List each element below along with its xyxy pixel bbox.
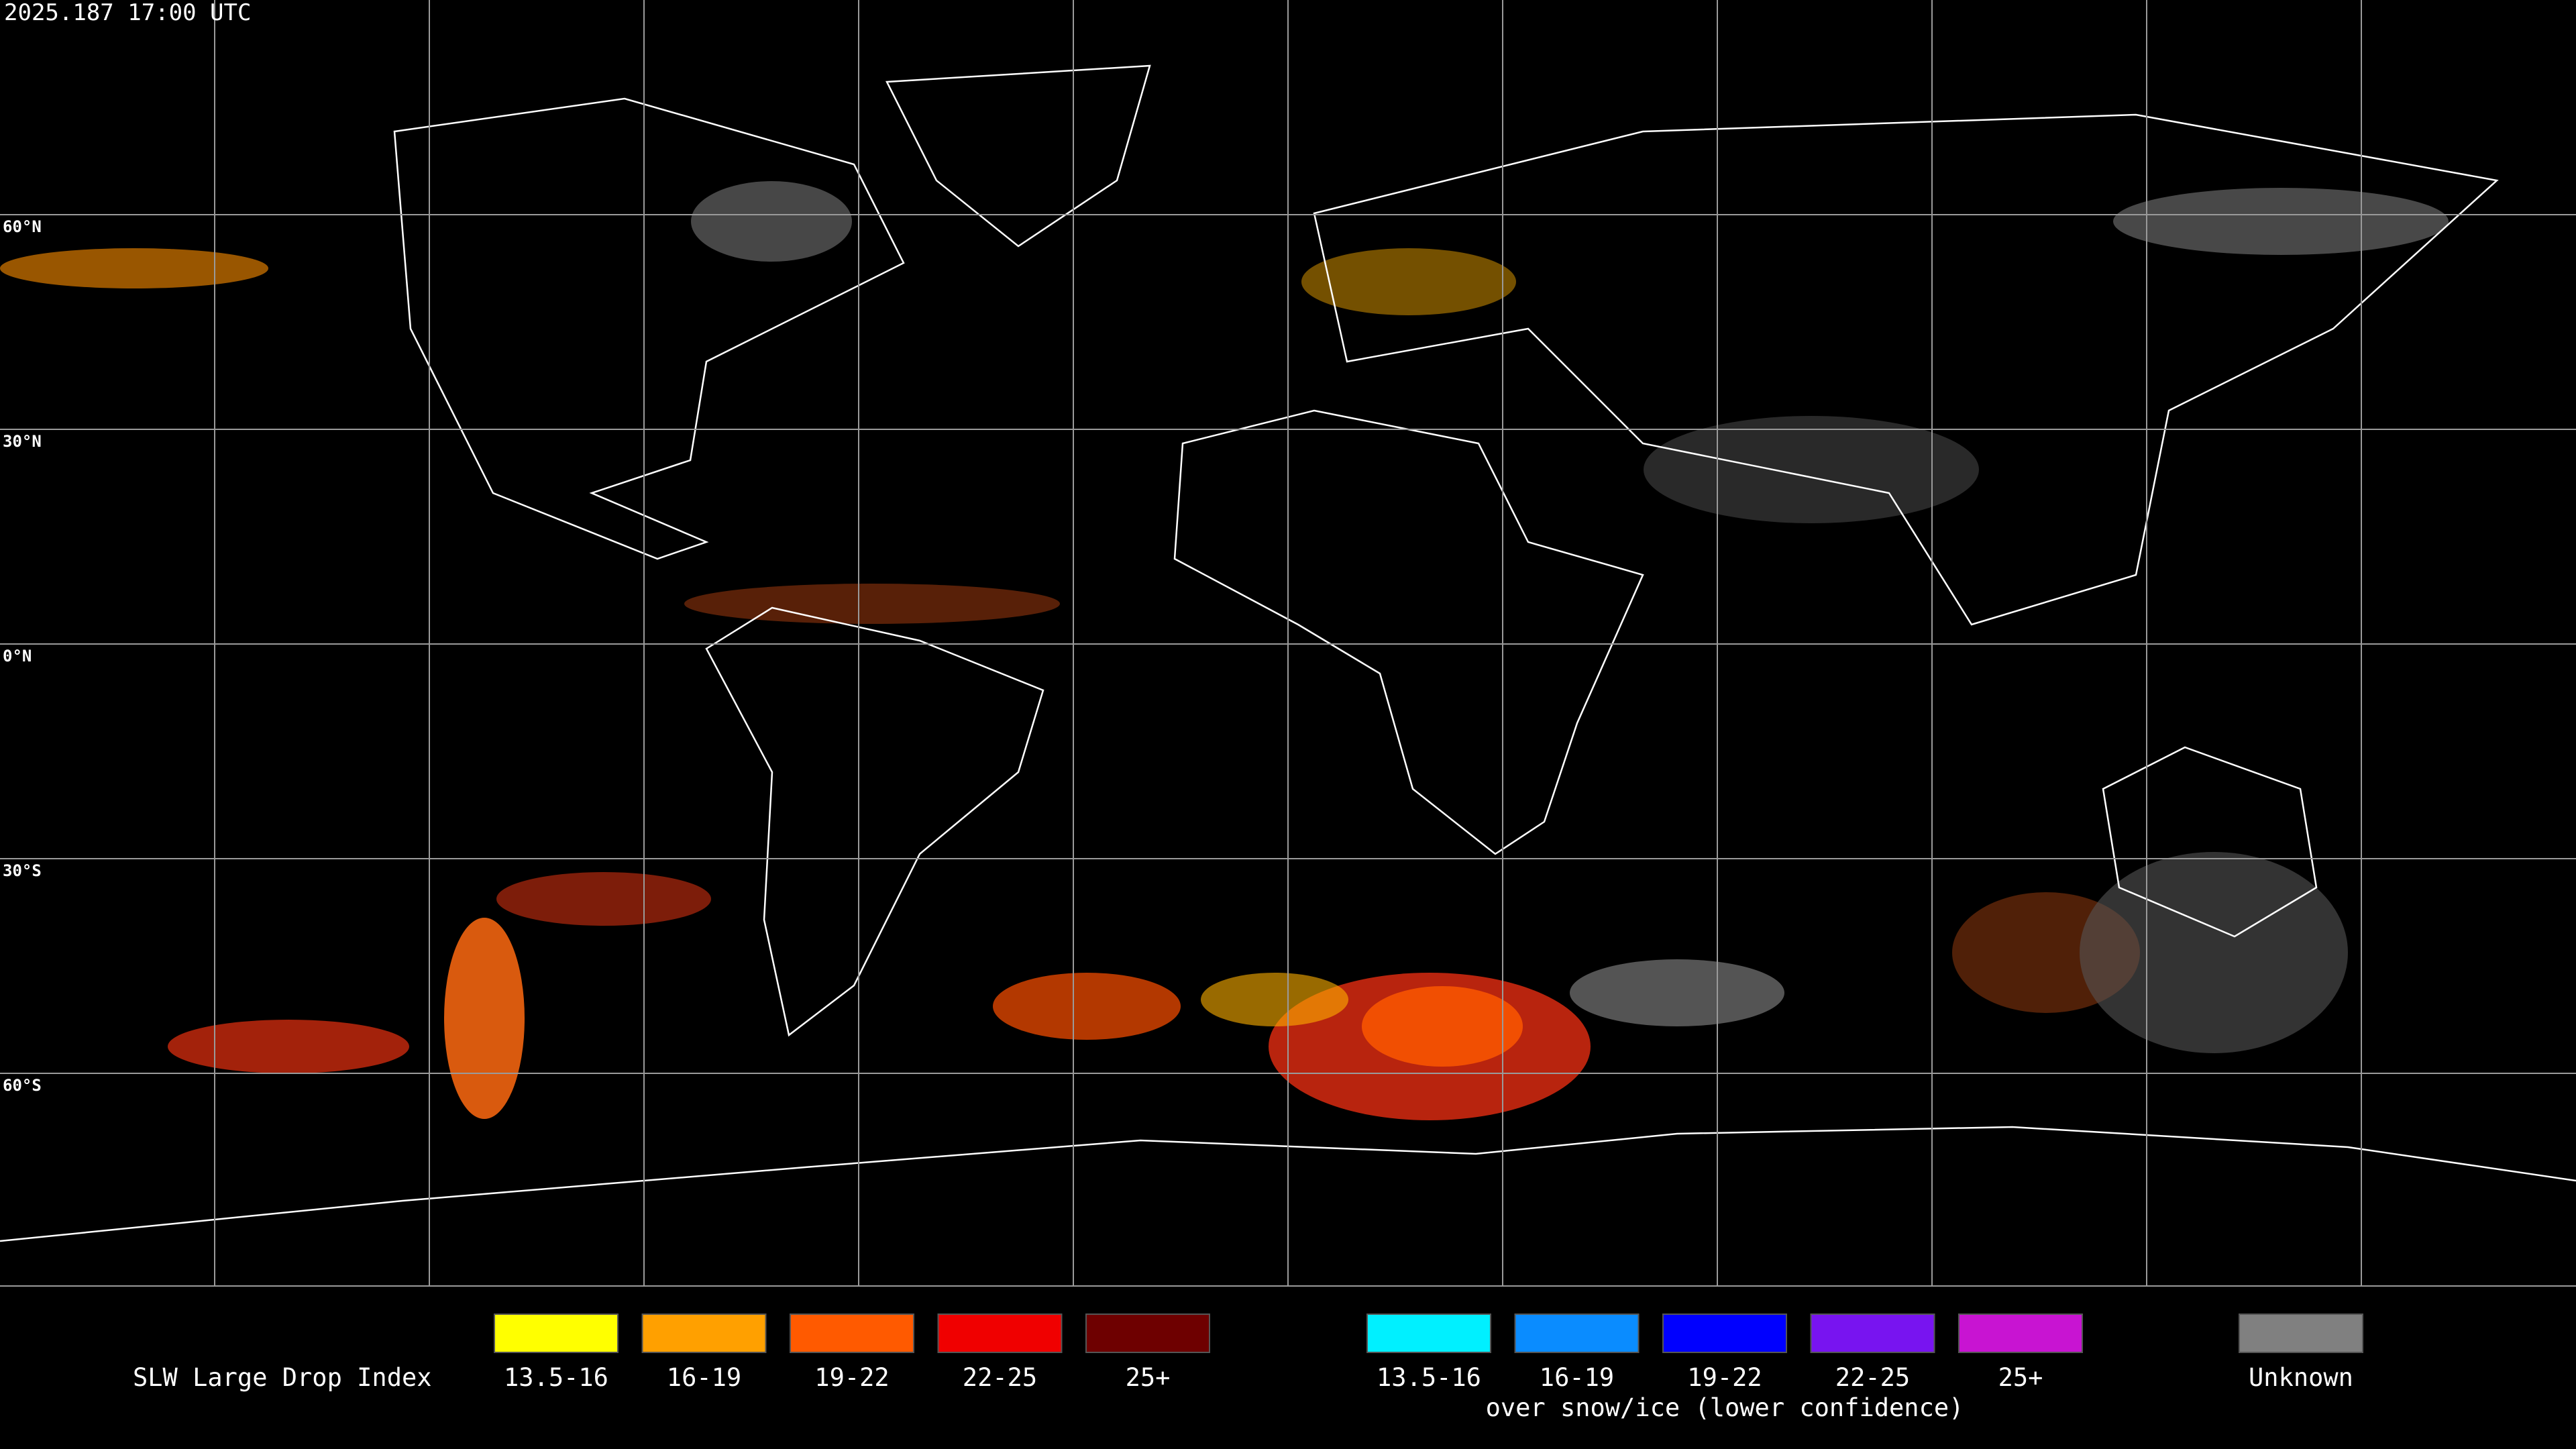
imagery-patch: [2113, 188, 2449, 255]
coastline: [1313, 113, 2499, 626]
legend-swatch: [494, 1313, 619, 1353]
coastline: [1173, 409, 1644, 855]
legend-label: 19-22: [814, 1363, 889, 1392]
coastline: [705, 606, 1044, 1037]
legend-swatch: [1810, 1313, 1935, 1353]
imagery-patch: [168, 1020, 409, 1073]
legend-label: 22-25: [963, 1363, 1037, 1392]
imagery-patch: [1301, 248, 1516, 315]
legend-title: SLW Large Drop Index: [133, 1363, 432, 1392]
coastline: [885, 64, 1151, 248]
legend-swatch: [1958, 1313, 2083, 1353]
legend-swatch: [937, 1313, 1063, 1353]
legend-swatch: [1085, 1313, 1210, 1353]
legend-label: 22-25: [1835, 1363, 1910, 1392]
legend-caption: over snow/ice (lower confidence): [1486, 1393, 1964, 1422]
legend-swatch: [1514, 1313, 1640, 1353]
legend-swatch: [641, 1313, 767, 1353]
legend-label: 25+: [1126, 1363, 1171, 1392]
imagery-patch: [1570, 959, 1784, 1026]
coastline: [393, 97, 905, 560]
graticule: 60°N 30°N 0°N 30°S 60°S: [0, 0, 2576, 1286]
legend-swatch: [2239, 1313, 2363, 1353]
legend-swatch: [1662, 1313, 1787, 1353]
lat-label: 60°N: [3, 217, 42, 236]
coastline: [0, 1126, 2576, 1242]
timestamp: 2025.187 17:00 UTC: [4, 0, 251, 26]
imagery-patch: [993, 973, 1181, 1040]
legend: 13.5-16 16-19 19-22 22-25 25+ 13.5-16 16-19 19-…: [494, 1313, 2363, 1422]
lat-label: 0°N: [3, 647, 32, 665]
lat-label: 60°S: [3, 1076, 42, 1095]
legend-label: 25+: [1998, 1363, 2043, 1392]
coastline: [2102, 746, 2318, 938]
legend-label: 19-22: [1687, 1363, 1762, 1392]
legend-label: Unknown: [2249, 1363, 2353, 1392]
imagery-patch: [496, 872, 711, 926]
imagery-patch: [444, 918, 525, 1119]
legend-label: 16-19: [1540, 1363, 1614, 1392]
imagery-patch: [1644, 416, 1979, 523]
legend-label: 13.5-16: [504, 1363, 608, 1392]
lat-label: 30°N: [3, 432, 42, 451]
legend-swatch: [790, 1313, 914, 1353]
legend-swatch: [1366, 1313, 1491, 1353]
imagery-patch: [1201, 973, 1348, 1026]
legend-label: 13.5-16: [1377, 1363, 1481, 1392]
imagery-patch: [691, 181, 852, 262]
imagery-patch: [2080, 852, 2348, 1053]
imagery-patch: [0, 248, 268, 288]
lat-label: 30°S: [3, 861, 42, 880]
imagery-patch: [1362, 986, 1523, 1067]
legend-label: 16-19: [667, 1363, 741, 1392]
coastlines: [0, 64, 2576, 1242]
imagery-patch: [684, 584, 1060, 624]
